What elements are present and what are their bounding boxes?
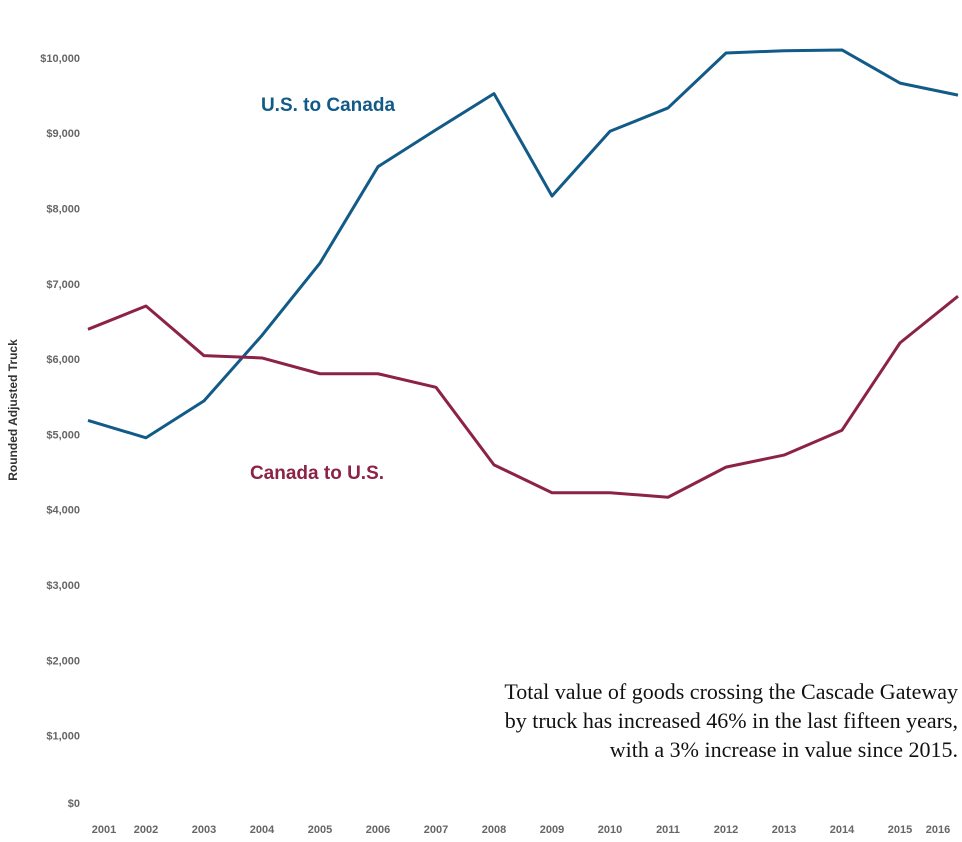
x-tick-label: 2007 [424, 824, 448, 836]
x-tick-label: 2009 [540, 824, 564, 836]
y-tick-label: $3,000 [46, 580, 80, 592]
y-tick-label: $10,000 [40, 53, 80, 65]
x-tick-label: 2014 [830, 824, 855, 836]
x-tick-label: 2010 [598, 824, 622, 836]
y-tick-label: $6,000 [46, 354, 80, 366]
y-tick-label: $0 [68, 798, 80, 810]
annotation: Total value of goods crossing the Cascad… [504, 679, 958, 704]
y-tick-label: $2,000 [46, 655, 80, 667]
x-tick-label: 2003 [192, 824, 216, 836]
y-tick-label: $1,000 [46, 731, 80, 743]
x-tick-label: 2001 [92, 824, 116, 836]
y-tick-label: $7,000 [46, 279, 80, 291]
series-label: U.S. to Canada [261, 95, 396, 116]
x-tick-label: 2006 [366, 824, 390, 836]
x-tick-label: 2002 [134, 824, 158, 836]
y-tick-label: $9,000 [46, 128, 80, 140]
x-tick-label: 2012 [714, 824, 738, 836]
line [87, 295, 959, 499]
y-tick-label: $8,000 [46, 204, 80, 216]
y-axis-label: Rounded Adjusted Truck [6, 339, 20, 481]
x-tick-label: 2008 [482, 824, 506, 836]
annotation: by truck has increased 46% in the last f… [505, 708, 958, 733]
x-tick-label: 2015 [888, 824, 912, 836]
x-tick-label: 2013 [772, 824, 796, 836]
series-label: Canada to U.S. [250, 463, 384, 484]
x-tick-label: 2016 [926, 824, 950, 836]
x-tick-label: 2005 [308, 824, 332, 836]
y-tick-label: $5,000 [46, 429, 80, 441]
y-tick-label: $4,000 [46, 505, 80, 517]
x-tick-label: 2011 [656, 824, 680, 836]
line [87, 48, 959, 440]
x-tick-label: 2004 [250, 824, 275, 836]
annotation: with a 3% increase in value since 2015. [610, 737, 958, 762]
